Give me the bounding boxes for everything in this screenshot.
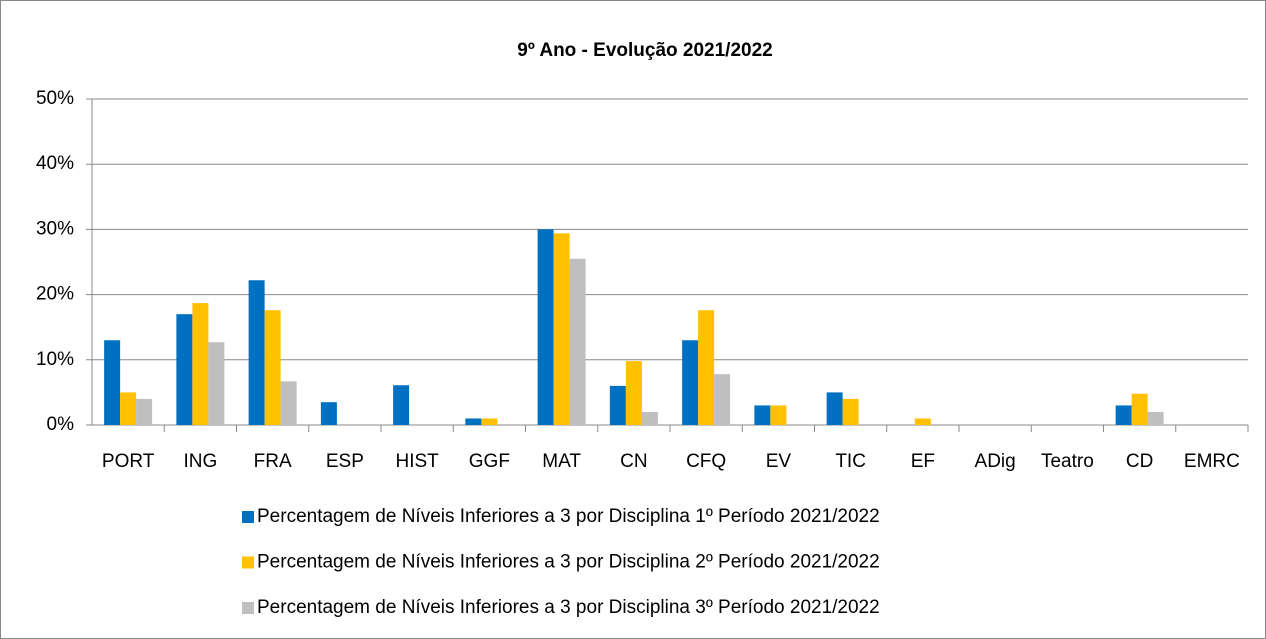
y-tick-label: 50% [36, 88, 74, 109]
bar [641, 411, 658, 425]
x-tick-label: EF [911, 451, 935, 472]
x-tick-label: TIC [835, 451, 866, 472]
legend-label: Percentagem de Níveis Inferiores a 3 por… [257, 552, 880, 573]
y-tick-label: 30% [36, 218, 74, 239]
bar [465, 418, 482, 425]
x-tick-label: ING [183, 451, 217, 472]
bar [1131, 393, 1148, 425]
x-tick-label: FRA [254, 451, 292, 472]
bar [826, 392, 843, 425]
x-tick-label: HIST [395, 451, 439, 472]
bar [208, 342, 225, 425]
bar [770, 405, 787, 425]
x-tick-label: CN [620, 451, 647, 472]
bar [914, 418, 931, 425]
bar [280, 381, 297, 425]
legend-swatch [242, 511, 254, 523]
chart-title: 9º Ano - Evolução 2021/2022 [517, 40, 772, 61]
bar [104, 340, 121, 425]
x-tick-label: GGF [469, 451, 510, 472]
bar [481, 418, 498, 425]
legend-label: Percentagem de Níveis Inferiores a 3 por… [257, 506, 880, 527]
x-tick-label: CFQ [686, 451, 726, 472]
bar [569, 258, 586, 425]
x-tick-label: EV [766, 451, 792, 472]
x-tick-label: MAT [542, 451, 581, 472]
bar [120, 392, 137, 425]
bar [754, 405, 771, 425]
bar [192, 303, 209, 425]
bar [609, 385, 626, 425]
x-tick-label: ESP [326, 451, 364, 472]
bar [1115, 405, 1132, 425]
y-tick-label: 0% [47, 414, 75, 435]
legend-label: Percentagem de Níveis Inferiores a 3 por… [257, 597, 880, 618]
legend-swatch [242, 556, 254, 569]
y-tick-label: 10% [36, 349, 74, 370]
bar [264, 310, 281, 425]
x-tick-label: EMRC [1184, 451, 1240, 472]
x-tick-label: CD [1126, 451, 1153, 472]
bar [698, 310, 715, 425]
bar [553, 233, 570, 425]
x-tick-label: ADig [975, 451, 1016, 472]
bar [176, 314, 193, 425]
bar [136, 398, 153, 425]
bar [320, 402, 337, 425]
bar [248, 280, 265, 425]
bar [625, 361, 642, 425]
bar [842, 398, 859, 425]
bar [714, 374, 731, 425]
x-tick-label: Teatro [1041, 451, 1094, 472]
x-tick-label: PORT [102, 451, 155, 472]
y-tick-label: 20% [36, 284, 74, 305]
bar [537, 229, 554, 425]
bar [1147, 411, 1164, 425]
legend-swatch [242, 602, 254, 614]
bar [393, 385, 410, 425]
bar [682, 340, 699, 425]
y-tick-label: 40% [36, 153, 74, 174]
